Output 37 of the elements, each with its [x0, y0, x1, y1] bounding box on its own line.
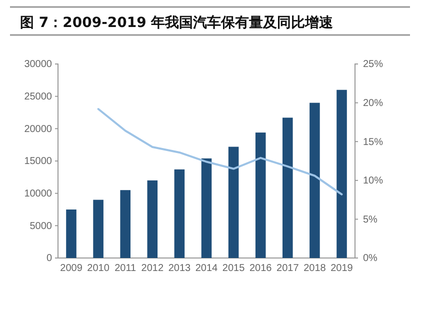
y2-tick-label: 10%: [363, 176, 384, 187]
bar: [255, 132, 266, 258]
bar: [228, 146, 239, 258]
y2-tick-label: 15%: [363, 136, 384, 148]
y2-tick-label: 5%: [363, 214, 378, 226]
y-tick-label: 15000: [24, 156, 52, 168]
y-tick-label: 10000: [24, 188, 52, 200]
x-tick-label: 2012: [141, 263, 164, 274]
bar: [93, 200, 104, 258]
y-tick-label: 20000: [24, 124, 52, 135]
y-tick-label: 30000: [24, 59, 52, 70]
y2-tick-label: 25%: [363, 59, 384, 70]
bar: [310, 102, 320, 258]
x-tick-label: 2019: [330, 263, 354, 274]
x-tick-label: 2009: [60, 263, 83, 274]
line-series: [97, 108, 343, 196]
bar: [147, 180, 158, 258]
x-tick-label: 2010: [87, 263, 110, 274]
y2-tick-label: 0%: [363, 253, 378, 264]
y-tick-label: 25000: [24, 92, 52, 103]
y-tick-label: 5000: [30, 220, 52, 232]
x-tick-label: 2016: [249, 263, 272, 274]
bar: [66, 210, 76, 258]
x-tick-label: 2014: [195, 263, 218, 274]
bar: [201, 158, 212, 258]
x-tick-label: 2015: [222, 263, 246, 274]
x-tick-label: 2011: [114, 263, 137, 274]
x-tick-label: 2017: [276, 263, 300, 274]
y-tick-label: 0: [46, 253, 52, 264]
bar: [174, 169, 185, 258]
x-tick-label: 2013: [168, 263, 192, 274]
y2-tick-label: 20%: [363, 98, 384, 109]
bar: [282, 118, 293, 258]
bar: [120, 190, 130, 258]
chart-title: 图 7：2009-2019 年我国汽车保有量及同比增速: [20, 14, 334, 31]
bar: [336, 90, 347, 258]
x-tick-label: 2018: [304, 263, 326, 274]
